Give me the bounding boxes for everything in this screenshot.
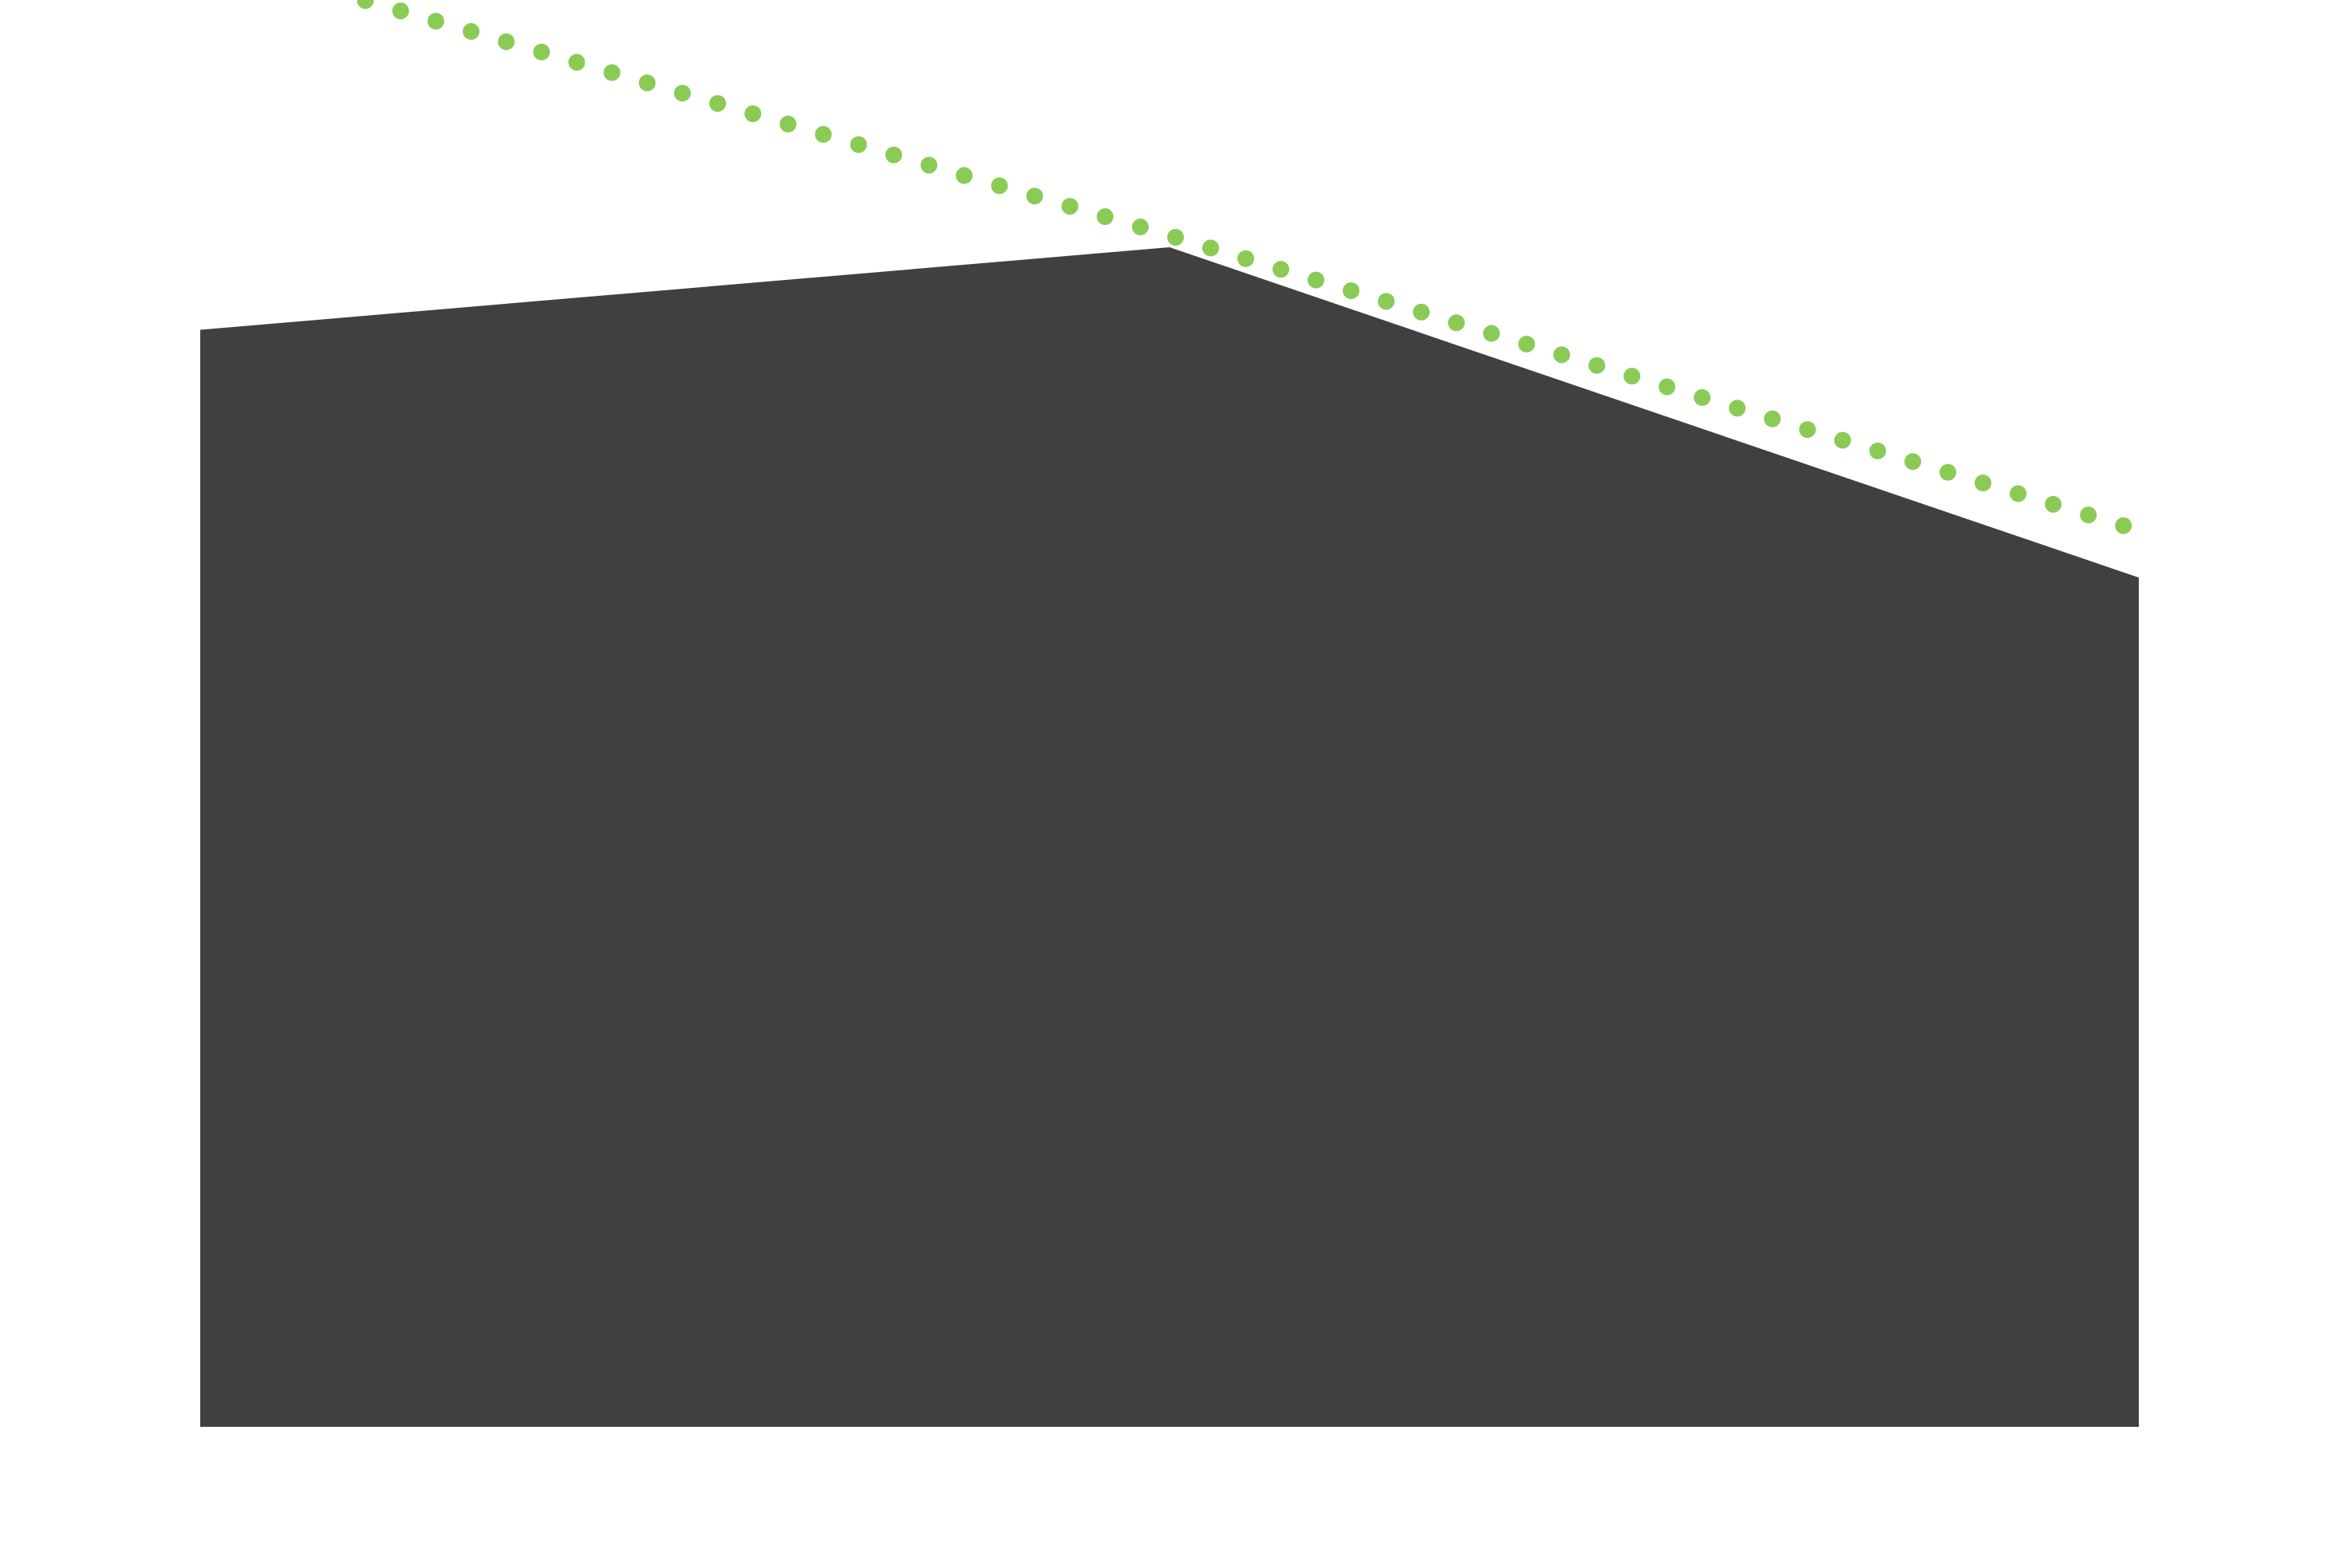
dotted-line [333, 0, 2148, 539]
area-fill [200, 247, 2139, 1427]
dotted-line-series [333, 0, 2148, 539]
area-series [200, 247, 2139, 1427]
